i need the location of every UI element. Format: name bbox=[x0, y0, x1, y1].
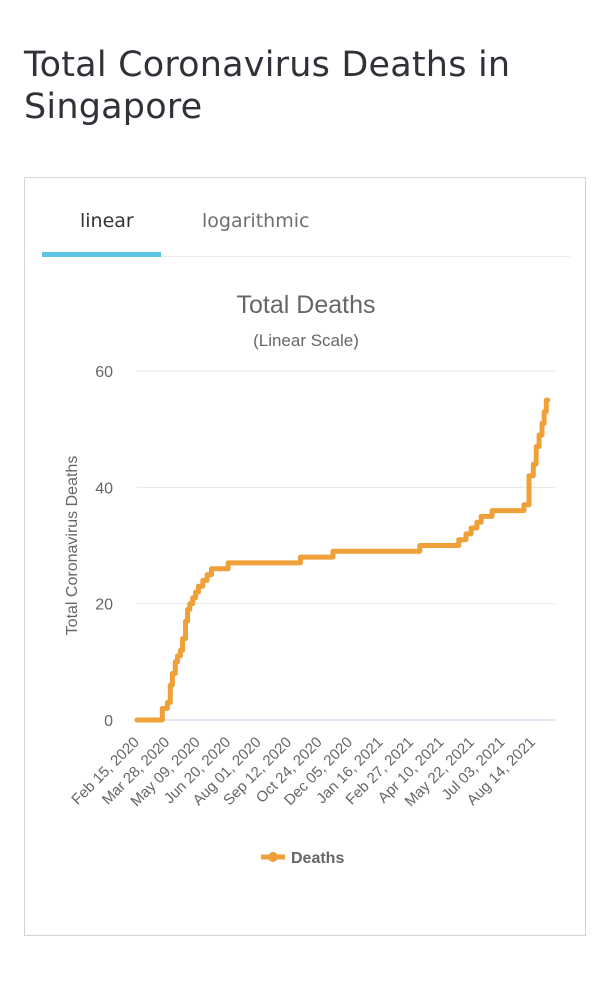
scale-tabs: linear logarithmic bbox=[42, 178, 570, 257]
y-tick-label: 60 bbox=[95, 364, 113, 381]
tab-logarithmic[interactable]: logarithmic bbox=[202, 210, 310, 232]
page-title: Total Coronavirus Deaths in Singapore bbox=[24, 45, 511, 127]
chart-card: linear logarithmic Total Deaths (Linear … bbox=[24, 177, 586, 936]
legend: Deaths bbox=[261, 850, 344, 867]
y-tick-label: 40 bbox=[95, 480, 113, 497]
y-tick-label: 20 bbox=[95, 597, 113, 614]
legend-label-deaths[interactable]: Deaths bbox=[291, 850, 344, 867]
y-axis-label: Total Coronavirus Deaths bbox=[64, 456, 81, 636]
active-tab-indicator bbox=[42, 252, 161, 257]
chart-title: Total Deaths bbox=[237, 291, 376, 319]
tab-linear[interactable]: linear bbox=[80, 210, 134, 232]
series-line-deaths[interactable] bbox=[134, 397, 551, 723]
y-tick-label: 0 bbox=[104, 713, 113, 730]
chart-subtitle: (Linear Scale) bbox=[253, 331, 359, 350]
legend-marker-deaths bbox=[268, 852, 278, 862]
